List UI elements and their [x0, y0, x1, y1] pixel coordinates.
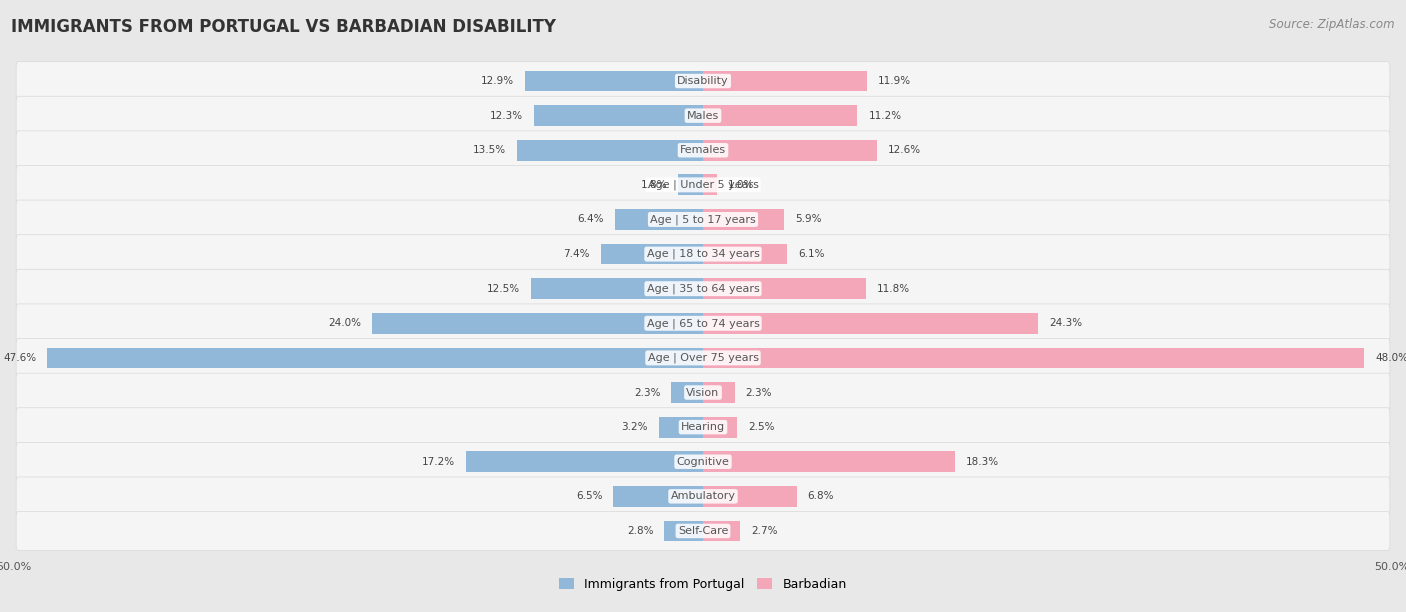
- Bar: [671, 382, 703, 403]
- Bar: [517, 140, 703, 160]
- Text: Age | Over 75 years: Age | Over 75 years: [648, 353, 758, 363]
- Bar: [533, 105, 703, 126]
- Bar: [703, 105, 858, 126]
- FancyBboxPatch shape: [15, 477, 1391, 516]
- Text: 1.0%: 1.0%: [728, 180, 754, 190]
- FancyBboxPatch shape: [15, 512, 1391, 550]
- Legend: Immigrants from Portugal, Barbadian: Immigrants from Portugal, Barbadian: [554, 573, 852, 596]
- Bar: [703, 348, 1364, 368]
- Bar: [703, 313, 1038, 334]
- FancyBboxPatch shape: [15, 373, 1391, 412]
- FancyBboxPatch shape: [15, 408, 1391, 447]
- FancyBboxPatch shape: [15, 338, 1391, 377]
- Bar: [614, 209, 703, 230]
- Text: 11.8%: 11.8%: [876, 284, 910, 294]
- Text: Source: ZipAtlas.com: Source: ZipAtlas.com: [1270, 18, 1395, 31]
- Text: 2.5%: 2.5%: [748, 422, 775, 432]
- Text: 6.1%: 6.1%: [799, 249, 824, 259]
- Text: Disability: Disability: [678, 76, 728, 86]
- Text: 6.5%: 6.5%: [576, 491, 602, 501]
- Text: Males: Males: [688, 111, 718, 121]
- FancyBboxPatch shape: [15, 131, 1391, 170]
- Bar: [703, 382, 735, 403]
- FancyBboxPatch shape: [15, 442, 1391, 481]
- Bar: [703, 140, 876, 160]
- FancyBboxPatch shape: [15, 165, 1391, 204]
- Text: 2.3%: 2.3%: [745, 387, 772, 398]
- FancyBboxPatch shape: [15, 269, 1391, 308]
- Text: Females: Females: [681, 145, 725, 155]
- Bar: [600, 244, 703, 264]
- Text: Age | 35 to 64 years: Age | 35 to 64 years: [647, 283, 759, 294]
- FancyBboxPatch shape: [15, 200, 1391, 239]
- Text: 24.0%: 24.0%: [328, 318, 361, 328]
- Bar: [703, 521, 740, 542]
- Text: 5.9%: 5.9%: [796, 214, 823, 225]
- Bar: [659, 417, 703, 438]
- Text: IMMIGRANTS FROM PORTUGAL VS BARBADIAN DISABILITY: IMMIGRANTS FROM PORTUGAL VS BARBADIAN DI…: [11, 18, 557, 36]
- Text: 18.3%: 18.3%: [966, 457, 1000, 467]
- Bar: [703, 417, 738, 438]
- Text: 12.6%: 12.6%: [887, 145, 921, 155]
- Bar: [665, 521, 703, 542]
- Text: 13.5%: 13.5%: [472, 145, 506, 155]
- Bar: [613, 486, 703, 507]
- Text: 2.7%: 2.7%: [751, 526, 778, 536]
- FancyBboxPatch shape: [15, 96, 1391, 135]
- Text: 6.8%: 6.8%: [807, 491, 834, 501]
- Text: 11.9%: 11.9%: [877, 76, 911, 86]
- Text: Ambulatory: Ambulatory: [671, 491, 735, 501]
- Text: 2.8%: 2.8%: [627, 526, 654, 536]
- Text: 1.8%: 1.8%: [641, 180, 668, 190]
- Text: 24.3%: 24.3%: [1049, 318, 1083, 328]
- Text: 12.9%: 12.9%: [481, 76, 515, 86]
- Bar: [526, 70, 703, 91]
- Bar: [703, 244, 787, 264]
- Bar: [703, 209, 785, 230]
- Text: Vision: Vision: [686, 387, 720, 398]
- Text: Self-Care: Self-Care: [678, 526, 728, 536]
- FancyBboxPatch shape: [15, 235, 1391, 274]
- Bar: [678, 174, 703, 195]
- Bar: [373, 313, 703, 334]
- Bar: [703, 452, 955, 472]
- FancyBboxPatch shape: [15, 304, 1391, 343]
- Text: 3.2%: 3.2%: [621, 422, 648, 432]
- Bar: [48, 348, 703, 368]
- Text: 12.3%: 12.3%: [489, 111, 523, 121]
- Bar: [703, 486, 797, 507]
- Text: 2.3%: 2.3%: [634, 387, 661, 398]
- FancyBboxPatch shape: [15, 62, 1391, 100]
- Text: 11.2%: 11.2%: [869, 111, 901, 121]
- Text: Age | 65 to 74 years: Age | 65 to 74 years: [647, 318, 759, 329]
- Bar: [465, 452, 703, 472]
- Text: Age | 18 to 34 years: Age | 18 to 34 years: [647, 249, 759, 259]
- Text: Age | 5 to 17 years: Age | 5 to 17 years: [650, 214, 756, 225]
- Text: 47.6%: 47.6%: [3, 353, 37, 363]
- Bar: [531, 278, 703, 299]
- Text: 6.4%: 6.4%: [578, 214, 603, 225]
- Bar: [703, 278, 866, 299]
- Text: 7.4%: 7.4%: [564, 249, 591, 259]
- Text: Cognitive: Cognitive: [676, 457, 730, 467]
- Bar: [703, 174, 717, 195]
- Text: 48.0%: 48.0%: [1375, 353, 1406, 363]
- Text: Hearing: Hearing: [681, 422, 725, 432]
- Text: 17.2%: 17.2%: [422, 457, 456, 467]
- Bar: [703, 70, 868, 91]
- Text: 12.5%: 12.5%: [486, 284, 520, 294]
- Text: Age | Under 5 years: Age | Under 5 years: [648, 179, 758, 190]
